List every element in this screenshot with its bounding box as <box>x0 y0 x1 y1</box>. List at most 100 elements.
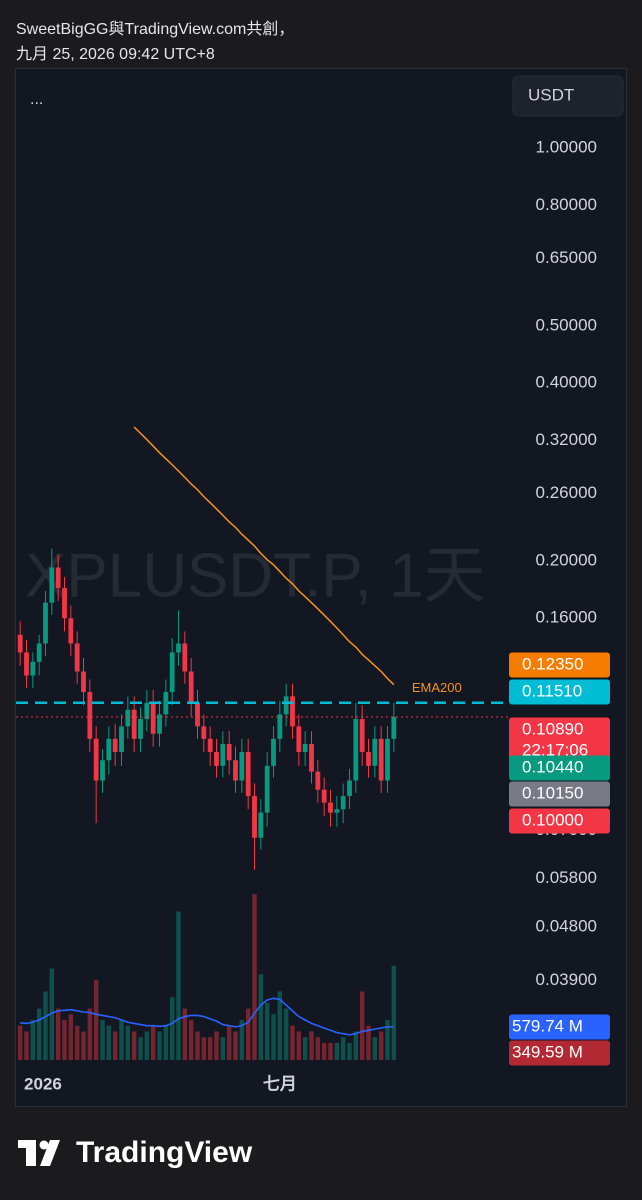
volume-bar <box>302 1037 308 1060</box>
candle-body <box>347 780 352 797</box>
volume-bar <box>233 1031 238 1060</box>
candle-body <box>188 671 194 703</box>
candle-body <box>340 796 346 810</box>
candle-body <box>271 738 276 766</box>
volume-tag <box>509 1040 610 1066</box>
volume-bar <box>24 1031 29 1060</box>
price-tag-label: 0.11510 <box>522 681 582 700</box>
candle-body <box>49 567 55 603</box>
price-tag-label: 0.10150 <box>522 783 583 802</box>
volume-bar <box>30 1020 36 1060</box>
volume-bar <box>87 1008 93 1060</box>
watermark: XPLUSDT.P, 1天 <box>25 541 486 610</box>
brand: TradingView <box>76 1136 253 1169</box>
volume-bar <box>131 1031 137 1060</box>
candle-body <box>55 567 61 589</box>
volume-bar <box>81 1031 86 1060</box>
volume-bar <box>372 1037 378 1060</box>
x-tick-label: 2026 <box>24 1074 62 1093</box>
candle-body <box>264 765 270 813</box>
volume-bar <box>125 1025 131 1060</box>
volume-bar <box>207 1037 213 1060</box>
volume-bar <box>340 1037 346 1060</box>
candle-body <box>62 588 67 619</box>
volume-bar <box>264 1002 270 1060</box>
candle-body <box>138 719 143 739</box>
candle-body <box>93 738 99 781</box>
logo <box>18 1140 60 1166</box>
volume-bar <box>36 1008 42 1060</box>
candle-body <box>245 751 251 797</box>
ema-line <box>133 426 395 686</box>
candle-body <box>283 696 289 715</box>
volume-bar <box>182 1008 188 1060</box>
candle-body <box>157 714 162 734</box>
candle-body <box>385 738 390 781</box>
chart-panel <box>15 68 627 1107</box>
volume-bar <box>17 1025 23 1060</box>
volume-bar <box>385 1020 390 1060</box>
volume-bar <box>315 1037 321 1060</box>
price-tag-label: 0.10000 <box>522 810 583 829</box>
volume-bar <box>309 1031 314 1060</box>
candle-body <box>353 719 359 781</box>
currency-button[interactable] <box>512 75 624 117</box>
candle-body <box>30 661 36 676</box>
candle-body <box>131 709 137 739</box>
candle-body <box>220 744 226 766</box>
volume-bar <box>359 991 365 1060</box>
candle-body <box>315 771 321 790</box>
candle-body <box>233 760 238 781</box>
candle-body <box>372 738 378 766</box>
candle-body <box>328 802 333 813</box>
volume-bar <box>201 1037 207 1060</box>
volume-bar <box>176 911 181 1060</box>
y-tick-label: 0.80000 <box>536 195 597 214</box>
x-tick-label: 七月 <box>263 1074 297 1093</box>
volume-bar <box>347 1042 352 1060</box>
candle-body <box>277 714 283 739</box>
menu[interactable]: ... <box>30 91 43 108</box>
price-tag <box>509 679 610 705</box>
candle-body <box>182 643 188 672</box>
volume-bar <box>220 1037 226 1060</box>
candle-body <box>302 744 308 752</box>
candle-body <box>81 671 86 693</box>
volume-bar <box>150 1025 156 1060</box>
candle-body <box>169 652 175 693</box>
y-tick-label: 0.16000 <box>536 608 597 627</box>
volume-bar <box>296 1031 302 1060</box>
y-tick-label: 0.32000 <box>536 430 597 449</box>
volume-bar <box>245 1008 251 1060</box>
y-tick-label: 0.65000 <box>536 248 597 267</box>
volume-bar <box>252 894 257 1060</box>
candle-body <box>68 618 74 644</box>
volume-bar <box>157 1031 162 1060</box>
volume-bar <box>68 1014 74 1060</box>
volume-bar <box>378 1031 384 1060</box>
volume-bar <box>93 980 99 1060</box>
price-tag-label: 0.12350 <box>522 654 583 673</box>
candle-body <box>36 643 42 662</box>
volume-bar <box>328 1042 333 1060</box>
price-tag-countdown: 22:17:06 <box>522 740 588 759</box>
candle-body <box>119 726 124 752</box>
volume-bar <box>366 1025 371 1060</box>
candle-body <box>17 634 23 653</box>
volume-bar <box>106 1025 112 1060</box>
volume-bar <box>258 974 264 1060</box>
header-line1: SweetBigGG與TradingView.com共創， <box>16 20 294 38</box>
candle-body <box>100 760 105 781</box>
candle-body <box>366 751 371 766</box>
volume-bar <box>334 1042 340 1060</box>
candle-body <box>290 696 295 727</box>
candle-body <box>252 796 257 838</box>
price-tag-label: 0.10890 <box>522 719 583 738</box>
volume-bar <box>100 1020 105 1060</box>
volume-bar <box>49 968 55 1060</box>
candle-body <box>195 702 200 727</box>
price-tag <box>509 755 610 781</box>
volume-bar <box>55 1008 61 1060</box>
currency-label: USDT <box>528 85 574 104</box>
volume-bar <box>239 1020 245 1060</box>
